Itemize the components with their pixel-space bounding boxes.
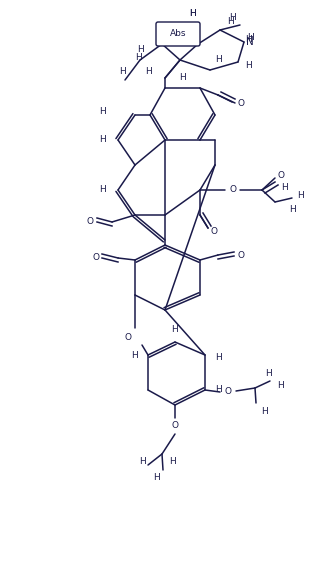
Text: H: H — [180, 74, 187, 82]
Text: H: H — [265, 370, 271, 378]
Text: O: O — [224, 386, 231, 396]
Text: Abs: Abs — [170, 29, 186, 39]
Text: H: H — [100, 108, 106, 117]
Text: O: O — [171, 421, 178, 431]
Text: H: H — [229, 13, 235, 22]
Text: H: H — [145, 67, 152, 76]
Text: O: O — [86, 217, 93, 227]
Text: H: H — [100, 136, 106, 144]
Text: O: O — [211, 228, 218, 236]
Text: O: O — [230, 186, 237, 194]
Text: H: H — [215, 56, 221, 64]
Text: H: H — [245, 36, 251, 44]
Text: H: H — [227, 17, 233, 26]
Text: O: O — [238, 251, 245, 259]
Text: H: H — [134, 53, 141, 63]
Text: H: H — [215, 352, 221, 362]
Text: H: H — [262, 407, 268, 416]
Text: H: H — [278, 381, 284, 390]
Text: H: H — [154, 473, 160, 481]
Text: H: H — [247, 33, 253, 43]
Text: H: H — [289, 205, 295, 214]
Text: H: H — [169, 458, 175, 466]
Text: O: O — [277, 171, 284, 181]
FancyBboxPatch shape — [156, 22, 200, 46]
Text: N: N — [246, 37, 254, 47]
Text: O: O — [92, 252, 100, 262]
Text: O: O — [125, 334, 132, 343]
Text: H: H — [189, 9, 195, 17]
Text: H: H — [172, 325, 178, 335]
Text: H: H — [132, 351, 138, 359]
Text: O: O — [238, 98, 245, 108]
Text: H: H — [139, 457, 145, 466]
Text: H: H — [137, 45, 143, 55]
Text: H: H — [100, 186, 106, 194]
Text: H: H — [245, 62, 251, 71]
Text: H: H — [119, 67, 126, 76]
Text: H: H — [282, 183, 288, 193]
Text: H: H — [297, 191, 303, 201]
Text: H: H — [189, 10, 195, 18]
Text: H: H — [215, 385, 221, 394]
